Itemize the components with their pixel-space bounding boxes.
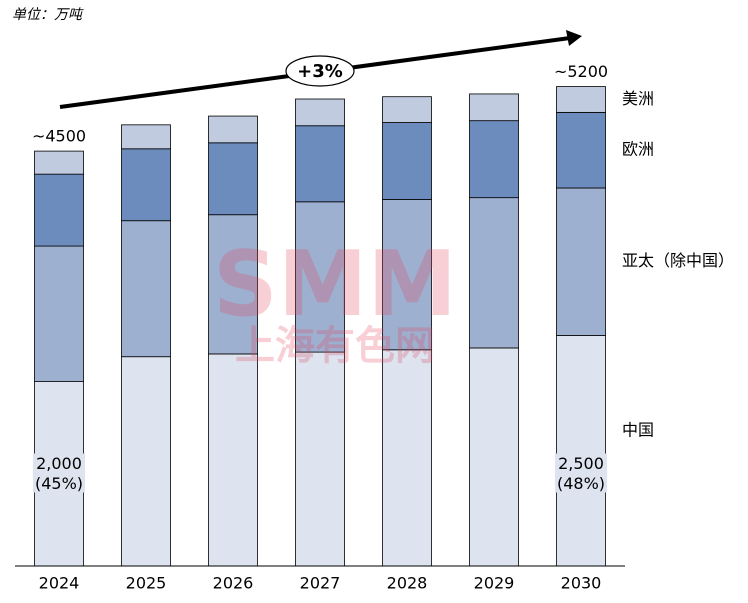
bar-segment bbox=[382, 199, 432, 351]
bar-segment bbox=[34, 150, 84, 175]
bar-segment bbox=[469, 120, 519, 199]
bar-segment bbox=[121, 148, 171, 222]
bar-segment bbox=[34, 173, 84, 247]
growth-bubble bbox=[285, 55, 355, 87]
x-tick-label: 2030 bbox=[561, 574, 602, 593]
x-tick-label: 2025 bbox=[126, 574, 167, 593]
bar-segment bbox=[208, 115, 258, 144]
bar-segment bbox=[208, 214, 258, 355]
bar-segment bbox=[208, 142, 258, 216]
bar-segment bbox=[469, 347, 519, 567]
x-tick-label: 2028 bbox=[387, 574, 428, 593]
x-tick-label: 2029 bbox=[474, 574, 515, 593]
bar-segment bbox=[121, 356, 171, 567]
bar-segment bbox=[556, 111, 606, 189]
data-label-line: (48%) bbox=[557, 474, 605, 493]
bar-segment bbox=[556, 86, 606, 113]
growth-label: +3% bbox=[297, 61, 343, 82]
arrow-head bbox=[566, 30, 582, 46]
legend-label: 中国 bbox=[622, 420, 654, 439]
bar-segment bbox=[469, 197, 519, 349]
x-tick-label: 2026 bbox=[213, 574, 254, 593]
bar-segment bbox=[295, 201, 345, 353]
unit-label: 单位：万吨 bbox=[12, 7, 84, 23]
data-label-line: 2,500 bbox=[558, 454, 604, 473]
data-label: 2,500 (48%) bbox=[557, 454, 605, 493]
data-label: 2,000 (45%) bbox=[35, 454, 83, 493]
bar-segment bbox=[34, 245, 84, 382]
data-label-line: (45%) bbox=[35, 474, 83, 493]
total-label: ~4500 bbox=[32, 127, 86, 146]
legend-label: 美洲 bbox=[622, 89, 654, 108]
bar-segment bbox=[121, 220, 171, 358]
watermark: SMM 上海有色网 bbox=[213, 232, 457, 369]
bar-segment bbox=[382, 349, 432, 567]
bar-segment bbox=[556, 187, 606, 336]
watermark-subtext: 上海有色网 bbox=[235, 323, 435, 369]
bar-segment bbox=[208, 353, 258, 567]
legend-label: 亚太（除中国） bbox=[622, 251, 734, 270]
bar-segment bbox=[556, 335, 606, 567]
x-tick-label: 2027 bbox=[300, 574, 341, 593]
bar-segment bbox=[121, 124, 171, 150]
bar-segment bbox=[469, 93, 519, 122]
x-tick-label: 2024 bbox=[39, 574, 80, 593]
data-label-line: 2,000 bbox=[36, 454, 82, 473]
label-bg bbox=[554, 453, 608, 493]
legend-label: 欧洲 bbox=[622, 140, 654, 159]
bars bbox=[34, 86, 606, 567]
total-label: ~5200 bbox=[554, 62, 608, 81]
bar-segment bbox=[295, 351, 345, 567]
watermark-text: SMM bbox=[213, 232, 457, 337]
bar-segment bbox=[382, 122, 432, 200]
label-bg bbox=[32, 453, 86, 493]
bar-segment bbox=[382, 96, 432, 123]
bar-segment bbox=[295, 98, 345, 127]
bar-segment bbox=[295, 125, 345, 203]
